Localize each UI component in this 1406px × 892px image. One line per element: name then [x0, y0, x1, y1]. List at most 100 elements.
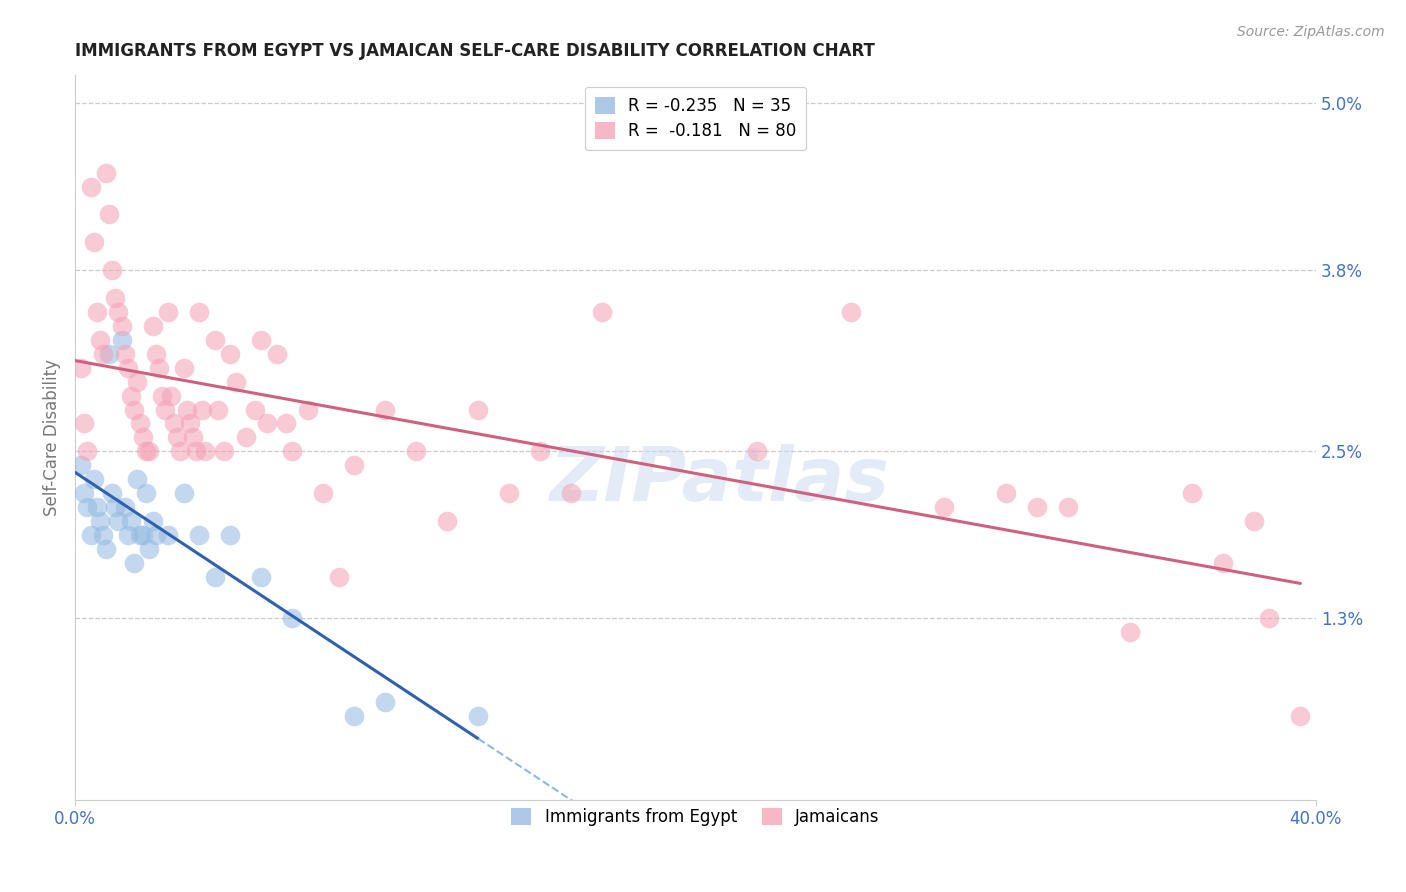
Point: [117, 528, 139, 542]
Point: [467, 402, 489, 417]
Point: [1289, 709, 1312, 723]
Point: [405, 444, 427, 458]
Point: [125, 375, 148, 389]
Point: [138, 444, 160, 458]
Y-axis label: Self-Care Disability: Self-Care Disability: [44, 359, 60, 516]
Point: [1212, 556, 1234, 570]
Point: [120, 388, 142, 402]
Point: [101, 263, 124, 277]
Point: [145, 528, 167, 542]
Point: [176, 402, 198, 417]
Point: [83, 235, 105, 250]
Text: IMMIGRANTS FROM EGYPT VS JAMAICAN SELF-CARE DISABILITY CORRELATION CHART: IMMIGRANTS FROM EGYPT VS JAMAICAN SELF-C…: [75, 42, 875, 60]
Point: [184, 444, 207, 458]
Point: [86, 500, 108, 514]
Point: [219, 528, 242, 542]
Point: [157, 305, 180, 319]
Point: [1119, 625, 1142, 640]
Point: [194, 444, 217, 458]
Point: [225, 375, 247, 389]
Point: [179, 417, 201, 431]
Point: [86, 305, 108, 319]
Point: [219, 347, 242, 361]
Point: [117, 360, 139, 375]
Point: [135, 486, 157, 500]
Point: [83, 472, 105, 486]
Point: [107, 305, 129, 319]
Point: [79, 528, 101, 542]
Point: [173, 360, 195, 375]
Text: ZIPatlas: ZIPatlas: [550, 444, 890, 517]
Point: [250, 569, 273, 583]
Point: [94, 166, 117, 180]
Point: [138, 541, 160, 556]
Point: [498, 486, 520, 500]
Point: [560, 486, 582, 500]
Legend: Immigrants from Egypt, Jamaicans: Immigrants from Egypt, Jamaicans: [503, 800, 889, 835]
Point: [529, 444, 551, 458]
Point: [163, 417, 186, 431]
Point: [79, 179, 101, 194]
Point: [932, 500, 955, 514]
Point: [110, 333, 132, 347]
Point: [104, 500, 127, 514]
Point: [91, 347, 114, 361]
Point: [98, 207, 121, 221]
Text: Source: ZipAtlas.com: Source: ZipAtlas.com: [1237, 25, 1385, 39]
Point: [281, 444, 304, 458]
Point: [153, 402, 176, 417]
Point: [1056, 500, 1078, 514]
Point: [328, 569, 350, 583]
Point: [207, 402, 229, 417]
Point: [312, 486, 335, 500]
Point: [132, 430, 155, 444]
Point: [169, 444, 191, 458]
Point: [91, 528, 114, 542]
Point: [114, 500, 136, 514]
Point: [839, 305, 862, 319]
Point: [150, 388, 173, 402]
Point: [70, 360, 93, 375]
Point: [994, 486, 1017, 500]
Point: [166, 430, 188, 444]
Point: [89, 333, 111, 347]
Point: [94, 541, 117, 556]
Point: [297, 402, 319, 417]
Point: [148, 360, 170, 375]
Point: [145, 347, 167, 361]
Point: [122, 556, 145, 570]
Point: [110, 318, 132, 333]
Point: [374, 402, 396, 417]
Point: [173, 486, 195, 500]
Point: [256, 417, 278, 431]
Point: [188, 528, 211, 542]
Point: [160, 388, 183, 402]
Point: [98, 347, 121, 361]
Point: [142, 514, 165, 528]
Point: [104, 291, 127, 305]
Point: [1181, 486, 1204, 500]
Point: [591, 305, 613, 319]
Point: [73, 417, 96, 431]
Point: [281, 611, 304, 625]
Point: [204, 569, 226, 583]
Point: [467, 709, 489, 723]
Point: [1258, 611, 1281, 625]
Point: [132, 528, 155, 542]
Point: [343, 458, 366, 473]
Point: [747, 444, 769, 458]
Point: [76, 500, 98, 514]
Point: [274, 417, 297, 431]
Point: [374, 695, 396, 709]
Point: [70, 458, 93, 473]
Point: [89, 514, 111, 528]
Point: [191, 402, 214, 417]
Point: [1243, 514, 1265, 528]
Point: [129, 417, 152, 431]
Point: [181, 430, 204, 444]
Point: [243, 402, 266, 417]
Point: [129, 528, 152, 542]
Point: [114, 347, 136, 361]
Point: [76, 444, 98, 458]
Point: [142, 318, 165, 333]
